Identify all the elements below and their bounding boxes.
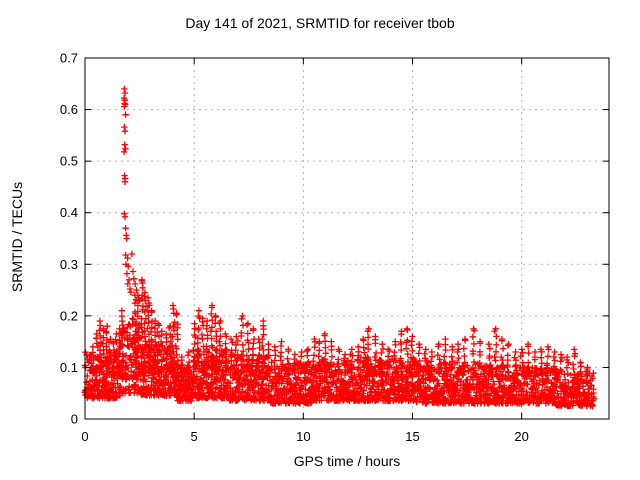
x-tick-label: 5 bbox=[191, 429, 198, 444]
y-tick-label: 0.2 bbox=[60, 308, 78, 323]
y-tick-label: 0 bbox=[71, 412, 78, 427]
data-markers bbox=[81, 85, 598, 410]
x-tick-label: 15 bbox=[405, 429, 419, 444]
scatter-points bbox=[81, 85, 598, 410]
y-tick-label: 0.3 bbox=[60, 257, 78, 272]
y-tick-label: 0.7 bbox=[60, 51, 78, 66]
plot-border bbox=[84, 57, 610, 420]
x-tick-label: 20 bbox=[514, 429, 528, 444]
y-tick-label: 0.5 bbox=[60, 154, 78, 169]
y-tick-label: 0.4 bbox=[60, 205, 78, 220]
x-tick-label: 10 bbox=[296, 429, 310, 444]
x-axis-label: GPS time / hours bbox=[293, 453, 401, 469]
chart-title: Day 141 of 2021, SRMTID for receiver tbo… bbox=[185, 15, 455, 31]
y-tick-label: 0.6 bbox=[60, 102, 78, 117]
y-tick-label: 0.1 bbox=[60, 360, 78, 375]
x-tick-label: 0 bbox=[81, 429, 88, 444]
tick-labels: 0 5 10 15 20 0 0.1 0.2 0.3 0.4 0.5 0.6 0.7 bbox=[60, 51, 529, 445]
